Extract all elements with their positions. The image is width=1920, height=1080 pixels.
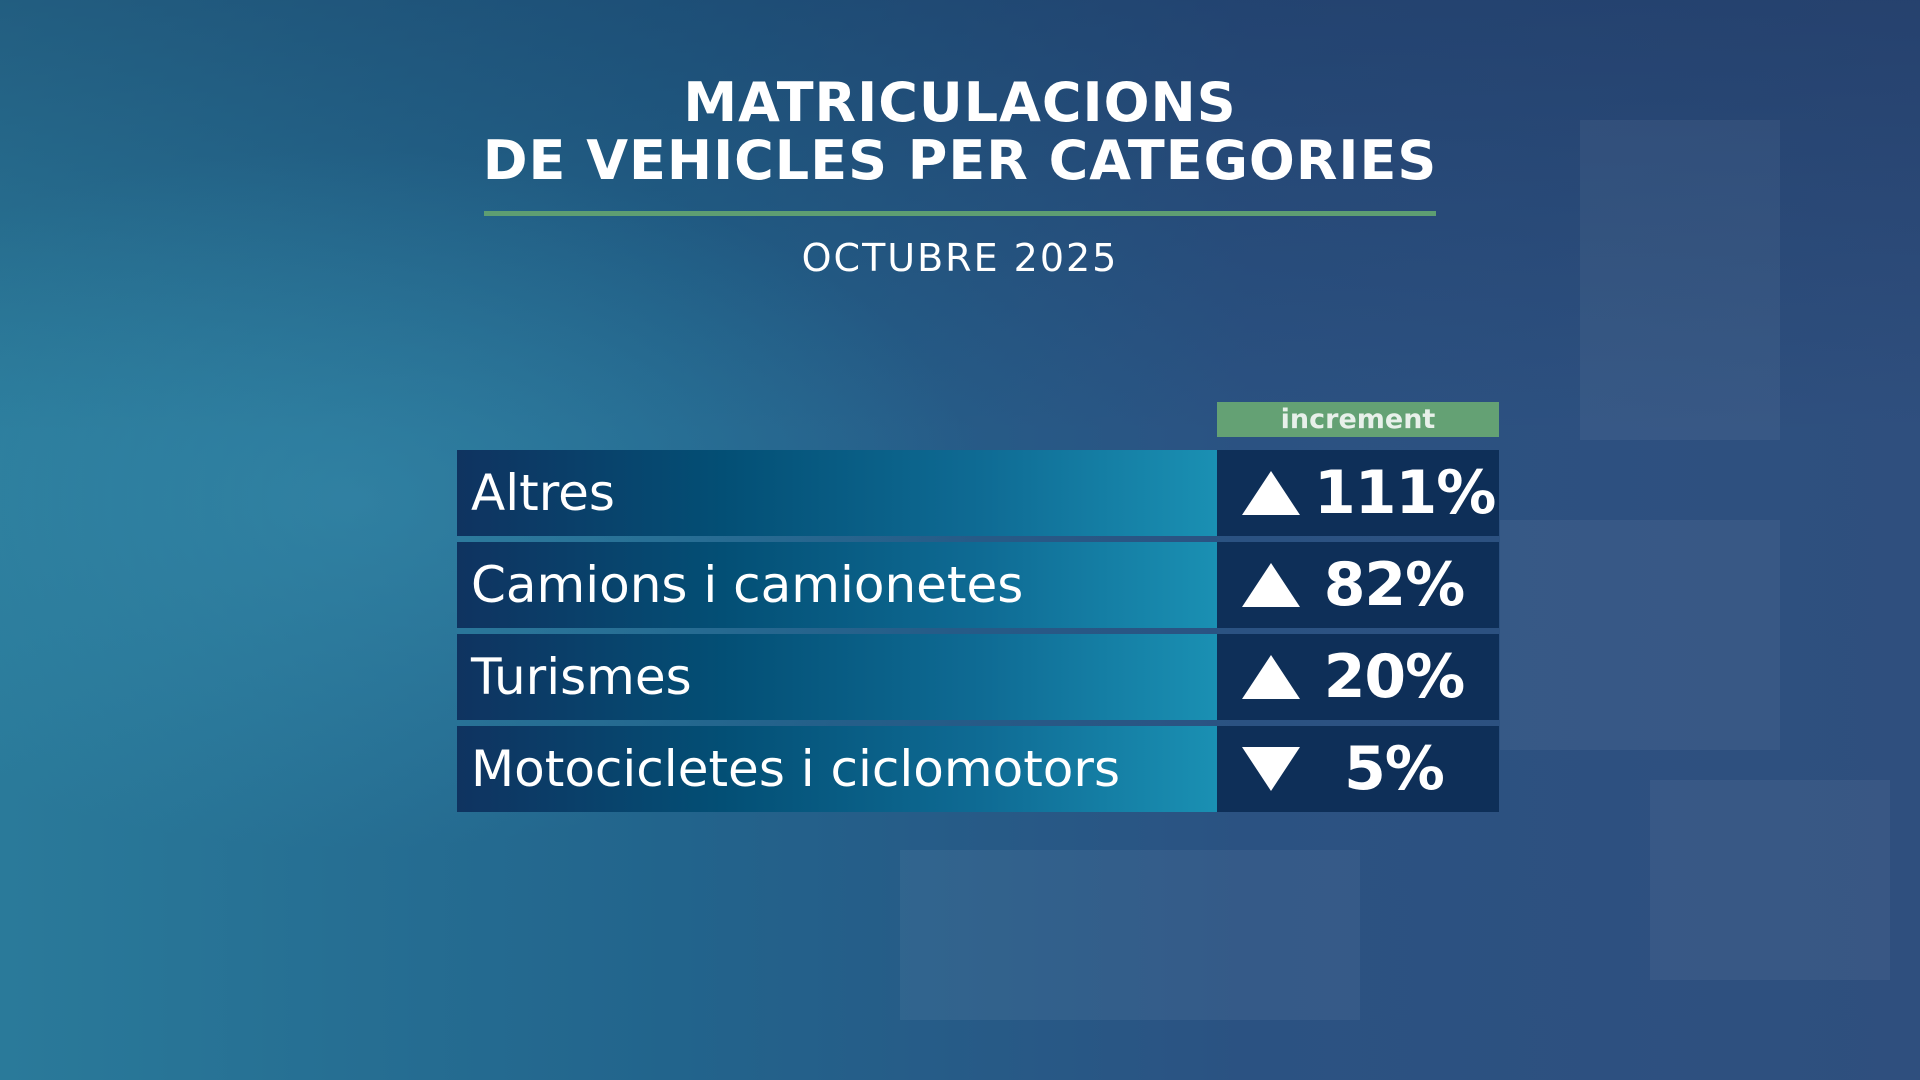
title-line-2: DE VEHICLES PER CATEGORIES xyxy=(482,129,1438,192)
title-line-1: MATRICULACIONS xyxy=(683,71,1237,134)
increment-value: 5% xyxy=(1344,734,1445,804)
subtitle-date: OCTUBRE 2025 xyxy=(801,236,1119,280)
arrow-up-icon xyxy=(1242,471,1300,515)
increment-value: 82% xyxy=(1323,550,1466,620)
category-label: Motocicletes i ciclomotors xyxy=(457,726,1217,812)
category-label: Altres xyxy=(457,450,1217,536)
arrow-down-icon xyxy=(1242,747,1300,791)
increment-value: 20% xyxy=(1323,642,1466,712)
background-block xyxy=(1650,780,1890,980)
category-label: Camions i camionetes xyxy=(457,542,1217,628)
increment-value: 111% xyxy=(1314,458,1496,528)
category-label: Turismes xyxy=(457,634,1217,720)
table-row: Camions i camionetes 82% xyxy=(457,542,1499,628)
page-title: MATRICULACIONS DE VEHICLES PER CATEGORIE… xyxy=(0,74,1920,190)
title-divider xyxy=(484,211,1436,216)
increment-cell: 111% xyxy=(1217,450,1499,536)
background-block xyxy=(1500,520,1780,750)
table-row: Altres 111% xyxy=(457,450,1499,536)
table-row: Motocicletes i ciclomotors 5% xyxy=(457,726,1499,812)
increment-cell: 5% xyxy=(1217,726,1499,812)
background-block xyxy=(900,850,1360,1020)
table-row: Turismes 20% xyxy=(457,634,1499,720)
increment-cell: 82% xyxy=(1217,542,1499,628)
arrow-up-icon xyxy=(1242,655,1300,699)
increment-cell: 20% xyxy=(1217,634,1499,720)
background-block xyxy=(1580,120,1780,440)
increment-column-header: increment xyxy=(1217,402,1499,437)
arrow-up-icon xyxy=(1242,563,1300,607)
